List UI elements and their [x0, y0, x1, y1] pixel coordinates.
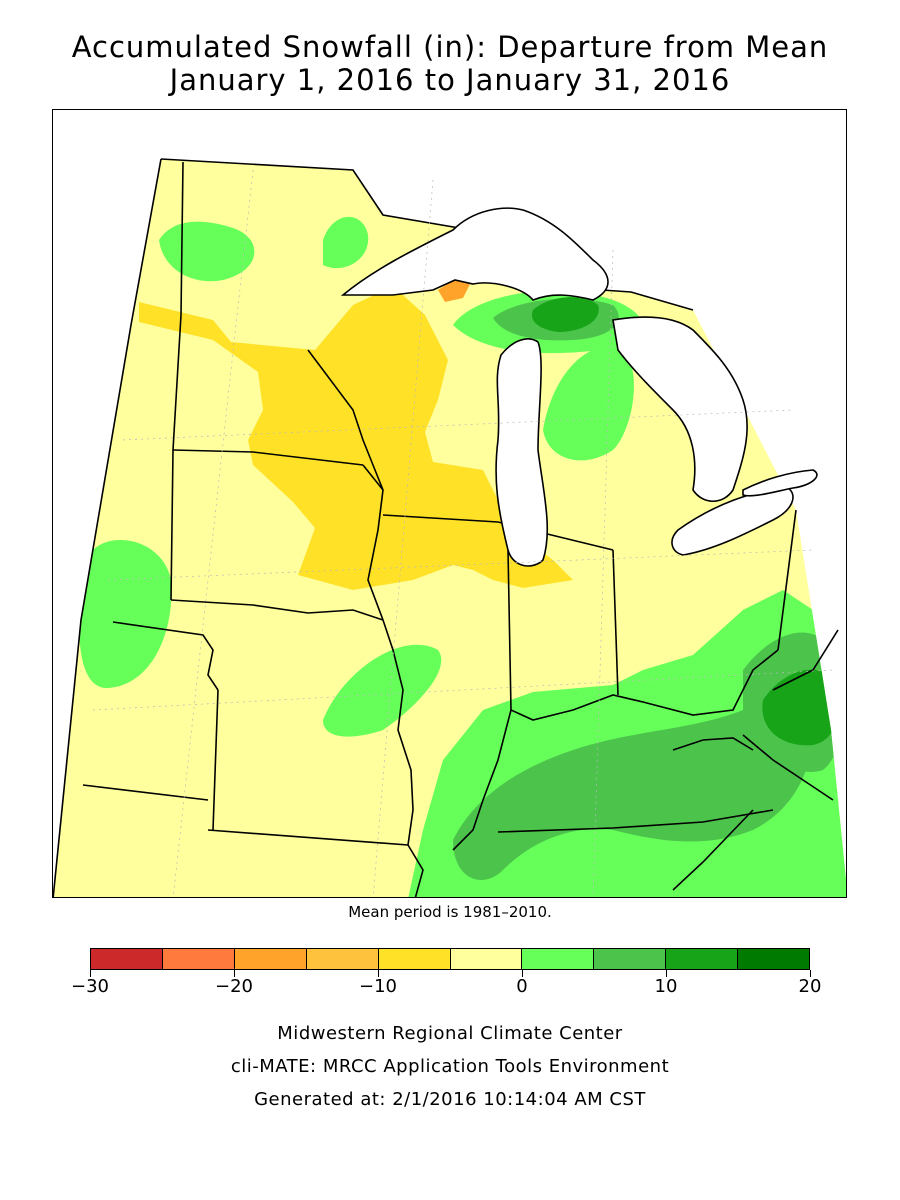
- legend-tick: [665, 970, 667, 977]
- legend-swatch: [162, 949, 235, 969]
- legend-tick: [521, 970, 523, 977]
- legend-swatch: [378, 949, 451, 969]
- surplus-zone-west-dakota: [79, 540, 172, 689]
- snowfall-departure-map: [52, 109, 847, 898]
- legend-tick-label: 0: [516, 976, 528, 997]
- legend-tick-label: −20: [215, 976, 253, 997]
- legend-swatch: [522, 949, 595, 969]
- legend-swatch: [666, 949, 739, 969]
- footer-generated-at: Generated at: 2/1/2016 10:14:04 AM CST: [254, 1089, 646, 1110]
- legend-swatch: [738, 949, 810, 969]
- map-date-range: January 1, 2016 to January 31, 2016: [169, 63, 731, 97]
- legend-tick: [377, 970, 379, 977]
- lake-ontario: [742, 469, 818, 497]
- footer-organization: Midwestern Regional Climate Center: [277, 1023, 623, 1044]
- legend-tick-label: −30: [71, 976, 109, 997]
- legend-swatch: [450, 949, 523, 969]
- lake-superior: [340, 207, 609, 301]
- legend-swatch: [594, 949, 667, 969]
- legend-tick: [809, 970, 811, 977]
- surplus-zone-michigan-lp: [543, 346, 634, 461]
- legend-swatch: [306, 949, 379, 969]
- legend-tick-label: 20: [798, 976, 822, 997]
- lake-michigan: [495, 338, 549, 567]
- lake-erie: [671, 487, 794, 556]
- state-boundaries: [53, 158, 839, 897]
- map-canvas: [53, 158, 846, 897]
- legend-tick: [233, 970, 235, 977]
- legend-swatch: [91, 949, 163, 969]
- legend-tick-label: 10: [654, 976, 678, 997]
- lake-huron: [612, 316, 748, 503]
- surplus-zone-up-peak: [531, 297, 599, 332]
- color-legend-bar: [90, 948, 810, 970]
- deficit-zone-wisconsin-iowa: [139, 286, 573, 590]
- legend-tick-label: −10: [359, 976, 397, 997]
- mean-period-note: Mean period is 1981–2010.: [348, 903, 552, 921]
- surplus-zone-illinois: [323, 644, 442, 737]
- surplus-zone-wv-peak: [762, 669, 838, 746]
- surplus-zone-north-minnesota: [159, 221, 255, 282]
- surplus-zone-arrowhead: [323, 216, 369, 269]
- great-lakes: [340, 207, 818, 567]
- footer-tool-name: cli-MATE: MRCC Application Tools Environ…: [230, 1056, 670, 1077]
- legend-tick: [89, 970, 91, 977]
- legend-swatch: [234, 949, 307, 969]
- deficit-zone-keweenaw: [438, 278, 471, 302]
- map-title: Accumulated Snowfall (in): Departure fro…: [71, 30, 829, 64]
- lat-lon-grid: [92, 169, 834, 897]
